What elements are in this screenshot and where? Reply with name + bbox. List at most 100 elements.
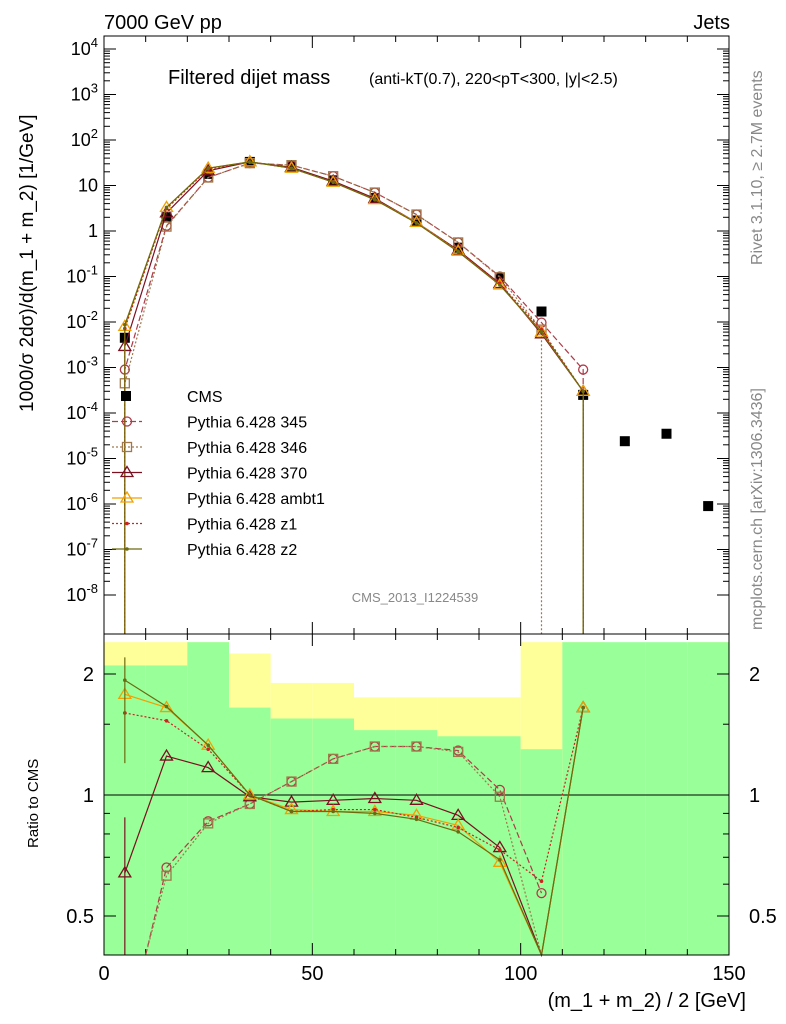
ratio-y-tick-label: 2 bbox=[83, 664, 94, 686]
ratio-point bbox=[284, 794, 299, 807]
ratio-point bbox=[328, 753, 339, 765]
ratio-point bbox=[331, 809, 335, 814]
ratio-band-green bbox=[645, 642, 688, 955]
legend-marker bbox=[121, 416, 133, 427]
main-series-2 bbox=[119, 157, 547, 634]
legend-item: Pythia 6.428 z2 bbox=[112, 542, 297, 559]
ratio-point bbox=[284, 802, 299, 815]
ratio-point bbox=[159, 700, 174, 713]
legend-marker bbox=[121, 441, 133, 453]
ratio-point bbox=[453, 746, 464, 758]
ratio-point bbox=[411, 741, 422, 752]
main-y-tick-label: 10-4 bbox=[66, 399, 98, 423]
ratio-point bbox=[164, 718, 169, 723]
data-point bbox=[536, 306, 547, 317]
series-line bbox=[124, 161, 584, 634]
legend-marker bbox=[119, 490, 135, 503]
main-y-tick-label: 10-8 bbox=[66, 581, 98, 605]
ratio-point bbox=[492, 855, 507, 867]
ratio-point bbox=[414, 817, 419, 822]
series-point bbox=[164, 205, 169, 210]
main-y-tick-label: 1 bbox=[88, 221, 98, 241]
legend-label: CMS bbox=[187, 389, 223, 406]
series-line bbox=[124, 162, 543, 634]
ratio-y-axis-label: Ratio to CMS bbox=[25, 759, 42, 848]
main-y-tick-label: 10-7 bbox=[66, 536, 98, 560]
ratio-point bbox=[248, 793, 252, 797]
series-point bbox=[373, 197, 377, 202]
ratio-band-green bbox=[604, 642, 646, 955]
header-right: Jets bbox=[693, 12, 730, 34]
x-tick-label: 150 bbox=[712, 963, 745, 985]
main-y-axis-label: 1000/σ 2dσ)/d(m_1 + m_2) [1/GeV] bbox=[17, 114, 38, 412]
ratio-point bbox=[206, 747, 210, 752]
watermark: CMS_2013_I1224539 bbox=[352, 590, 479, 605]
ratio-point bbox=[576, 700, 591, 713]
series-point bbox=[248, 160, 252, 164]
ratio-point bbox=[206, 743, 210, 748]
legend-label: Pythia 6.428 370 bbox=[187, 466, 307, 483]
main-series-6 bbox=[123, 160, 585, 634]
ratio-band-green bbox=[687, 642, 729, 955]
ratio-point bbox=[159, 748, 174, 761]
series-point bbox=[578, 364, 589, 375]
ratio-point bbox=[164, 704, 169, 709]
series-point bbox=[411, 209, 422, 220]
series-point bbox=[206, 166, 210, 171]
ratio-y-tick-label-right: 1 bbox=[749, 785, 760, 807]
series-point bbox=[331, 180, 335, 185]
ratio-point bbox=[289, 809, 294, 814]
legend-label: Pythia 6.428 z2 bbox=[187, 542, 297, 559]
main-y-tick-label: 10-3 bbox=[66, 354, 98, 378]
main-y-tick-label: 102 bbox=[71, 126, 98, 150]
ratio-band-green bbox=[479, 736, 521, 955]
main-plot: 10-8 10-7 10-6 10-5 10-4 10-3 10-2 10-1 1 10 102 10… bbox=[66, 35, 730, 635]
ratio-point bbox=[498, 848, 502, 852]
ratio-point bbox=[367, 804, 382, 817]
ratio-point bbox=[373, 811, 377, 816]
legend-label: Pythia 6.428 ambt1 bbox=[187, 491, 325, 508]
series-point bbox=[539, 329, 544, 334]
ratio-point bbox=[369, 741, 380, 752]
legend-label: Pythia 6.428 345 bbox=[187, 415, 307, 432]
ratio-point bbox=[161, 870, 172, 881]
main-y-tick-label: 10-5 bbox=[66, 445, 98, 469]
ratio-point bbox=[456, 829, 460, 834]
data-point bbox=[661, 428, 672, 439]
series-point bbox=[201, 163, 216, 176]
main-y-tick-label: 104 bbox=[71, 35, 98, 59]
ratio-line bbox=[124, 679, 584, 958]
legend-item: CMS bbox=[121, 389, 223, 406]
ratio-line bbox=[124, 707, 584, 883]
ratio-point bbox=[451, 818, 466, 831]
series-point bbox=[289, 166, 294, 171]
ratio-band-green bbox=[187, 642, 229, 955]
series-point bbox=[414, 221, 419, 225]
ratio-y-tick-label: 1 bbox=[83, 785, 94, 807]
legend-item: Pythia 6.428 345 bbox=[112, 415, 307, 432]
legend-label: Pythia 6.428 z1 bbox=[187, 517, 297, 534]
legend-item: Pythia 6.428 ambt1 bbox=[112, 490, 325, 508]
ratio-series-5 bbox=[123, 678, 585, 958]
side-label-bottom: mcplots.cern.ch [arXiv:1306.3436] bbox=[749, 388, 766, 630]
legend-item: Pythia 6.428 z1 bbox=[112, 517, 297, 534]
data-point bbox=[411, 215, 422, 226]
x-tick-label: 50 bbox=[301, 963, 323, 985]
ratio-point bbox=[536, 887, 547, 899]
legend-marker bbox=[125, 547, 129, 551]
series-point bbox=[453, 237, 464, 248]
series-point bbox=[534, 326, 549, 339]
ratio-point bbox=[539, 879, 544, 884]
data-point bbox=[203, 168, 214, 179]
ratio-band-green bbox=[229, 707, 271, 955]
ratio-band-green bbox=[270, 718, 313, 955]
x-axis-label: (m_1 + m_2) / 2 [GeV] bbox=[548, 990, 746, 1012]
ratio-point bbox=[373, 807, 377, 812]
ratio-line bbox=[124, 707, 584, 958]
ratio-band-green bbox=[562, 642, 604, 955]
series-point bbox=[498, 283, 502, 287]
ratio-band-green bbox=[395, 730, 438, 955]
series-line bbox=[124, 161, 584, 634]
ratio-point bbox=[456, 825, 460, 830]
